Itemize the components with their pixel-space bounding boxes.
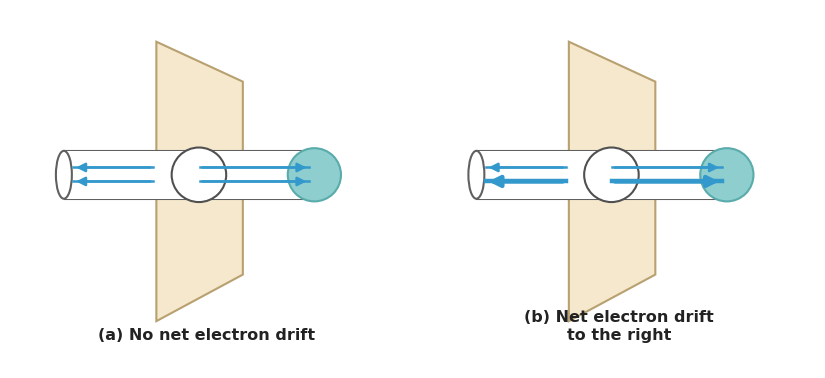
Text: (b) Net electron drift
to the right: (b) Net electron drift to the right (524, 310, 714, 343)
Circle shape (172, 147, 226, 202)
Circle shape (288, 148, 341, 201)
Bar (64, 151, 313, 199)
Circle shape (584, 147, 639, 202)
Polygon shape (569, 42, 655, 321)
Ellipse shape (469, 151, 484, 199)
Polygon shape (157, 42, 243, 321)
Text: (a) No net electron drift: (a) No net electron drift (97, 328, 315, 343)
Ellipse shape (56, 151, 72, 199)
Bar (476, 151, 725, 199)
Circle shape (700, 148, 753, 201)
